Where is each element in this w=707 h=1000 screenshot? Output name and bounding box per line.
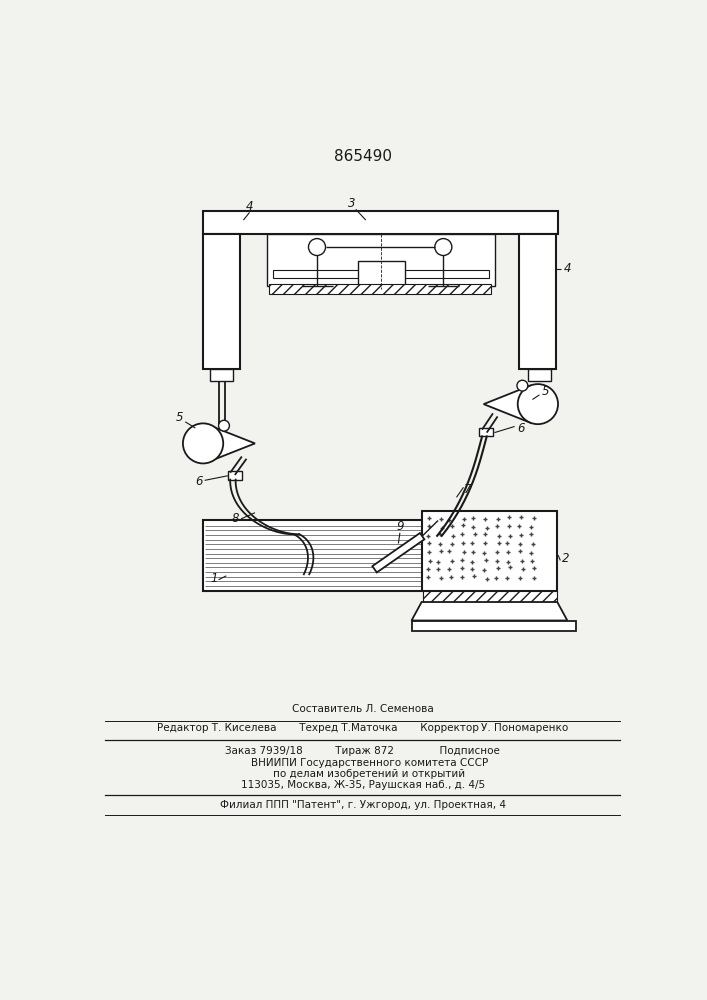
Text: 5: 5 bbox=[176, 411, 184, 424]
Polygon shape bbox=[411, 602, 567, 620]
Bar bbox=[273, 270, 489, 278]
Text: Составитель Л. Семенова: Составитель Л. Семенова bbox=[292, 704, 433, 714]
Bar bbox=[203, 211, 558, 234]
Circle shape bbox=[435, 239, 452, 256]
Text: 9: 9 bbox=[396, 520, 404, 533]
Polygon shape bbox=[210, 426, 255, 461]
Polygon shape bbox=[484, 386, 530, 423]
Text: ВНИИПИ Государственного комитета СССР: ВНИИПИ Государственного комитета СССР bbox=[238, 758, 488, 768]
Text: 1: 1 bbox=[210, 572, 218, 585]
Text: 8: 8 bbox=[232, 512, 240, 525]
Circle shape bbox=[518, 384, 558, 424]
Circle shape bbox=[218, 420, 230, 431]
Text: Редактор Т. Киселева       Техред Т.Маточка       Корректор У. Пономаренко: Редактор Т. Киселева Техред Т.Маточка Ко… bbox=[157, 723, 568, 733]
Text: 113035, Москва, Ж-35, Раушская наб., д. 4/5: 113035, Москва, Ж-35, Раушская наб., д. … bbox=[240, 780, 485, 790]
Text: 6: 6 bbox=[195, 475, 203, 488]
Bar bbox=[519, 234, 556, 369]
Bar bbox=[411, 620, 575, 631]
Bar bbox=[267, 234, 495, 286]
Text: Заказ 7939/18          Тираж 872              Подписное: Заказ 7939/18 Тираж 872 Подписное bbox=[226, 746, 500, 756]
Bar bbox=[358, 261, 404, 289]
Text: 865490: 865490 bbox=[334, 149, 392, 164]
Polygon shape bbox=[373, 533, 424, 572]
Text: 5: 5 bbox=[542, 385, 549, 398]
Text: 4: 4 bbox=[246, 200, 253, 213]
Circle shape bbox=[183, 423, 223, 463]
Bar bbox=[528, 369, 551, 381]
Bar bbox=[203, 520, 424, 591]
Text: 3: 3 bbox=[348, 197, 356, 210]
Bar bbox=[203, 234, 240, 369]
Bar bbox=[479, 428, 493, 436]
Text: Филиал ППП "Патент", г. Ужгород, ул. Проектная, 4: Филиал ППП "Патент", г. Ужгород, ул. Про… bbox=[220, 800, 506, 810]
Bar bbox=[423, 591, 557, 602]
Text: по делам изобретений и открытий: по делам изобретений и открытий bbox=[260, 769, 465, 779]
Text: 2: 2 bbox=[562, 552, 570, 565]
Circle shape bbox=[517, 380, 528, 391]
Bar bbox=[228, 471, 242, 480]
Text: 4: 4 bbox=[563, 262, 571, 275]
Bar bbox=[210, 369, 233, 381]
Circle shape bbox=[308, 239, 325, 256]
Text: 6: 6 bbox=[517, 422, 525, 434]
Text: 7: 7 bbox=[464, 483, 472, 496]
Bar bbox=[269, 284, 491, 294]
Bar bbox=[421, 511, 557, 591]
